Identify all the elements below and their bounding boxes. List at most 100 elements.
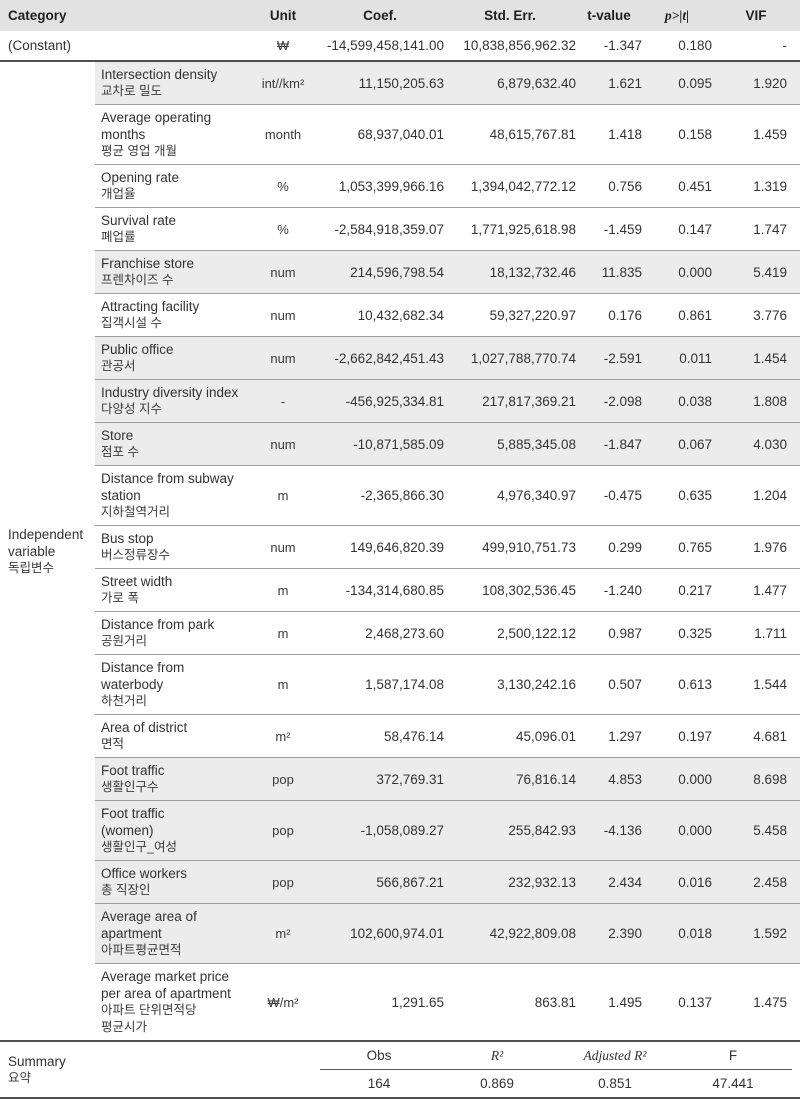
tvalue-cell: 0.299 [608,539,642,555]
summary-stat-value-f: 47.441 [712,1076,754,1091]
constant-row: (Constant) ₩ -14,599,458,141.00 10,838,8… [0,31,800,62]
coef-cell: 58,476.14 [383,728,444,744]
variable-name-ko: 관공서 [101,359,136,373]
stderr-cell: 232,932.13 [508,874,576,890]
unit-cell: num [270,264,296,280]
tvalue-cell: 1.418 [608,127,642,142]
coef-cell: 1,291.65 [391,994,444,1010]
variable-row: Average operating months 평균 영업 개월 month … [95,104,800,164]
summary-label-ko: 요약 [8,1070,32,1085]
variable-name-ko: 가로 폭 [101,591,139,605]
variable-row: Attracting facility 집객시설 수 num 10,432,68… [95,293,800,336]
coef-cell: 102,600,974.01 [350,926,444,941]
unit-cell: m [277,677,289,692]
tvalue-cell: 0.756 [608,178,642,194]
unit-cell: pop [272,874,294,890]
unit-cell: m² [275,926,291,941]
pvalue-cell: 0.011 [679,350,712,366]
variable-name-ko: 지하철역거리 [101,505,171,519]
vif-cell: 1.477 [753,582,787,598]
pvalue-cell: 0.613 [678,677,712,692]
tvalue-cell: 1.297 [608,728,642,744]
coef-cell: -456,925,334.81 [345,393,444,409]
summary-stats-value-row: 164 0.869 0.851 47.441 [320,1070,792,1097]
variable-name-ko: 생활인구수 [101,780,159,794]
variable-name-en: Bus stop [101,531,154,546]
tvalue-cell: -1.459 [603,221,642,237]
tvalue-cell: -2.591 [603,350,642,366]
variable-name-ko: 총 직장인 [101,883,151,897]
pvalue-cell: 0.861 [678,307,712,323]
stderr-cell: 3,130,242.16 [497,677,576,692]
tvalue-cell: 0.987 [608,625,642,641]
unit-cell: m² [275,728,291,744]
coef-cell: -2,662,842,451.43 [334,350,444,366]
variable-name-ko: 아파트 단위면적당 평균시가 [101,1003,197,1034]
pvalue-cell: 0.635 [678,488,712,503]
stderr-cell: 42,922,809.08 [489,926,576,941]
variable-name-cell: Opening rate 개업율 [95,169,250,203]
variable-row: Foot traffic 생활인구수 pop 372,769.31 76,816… [95,757,800,800]
stderr-cell: 6,879,632.40 [497,75,576,91]
variable-name-ko: 집객시설 수 [101,316,162,330]
variable-name-cell: Average operating months 평균 영업 개월 [95,109,250,160]
tvalue-cell: 1.621 [608,75,642,91]
variable-name-ko: 폐업률 [101,230,136,244]
variable-name-en: Office workers [101,866,188,881]
stderr-cell: 1,394,042,772.12 [470,178,576,194]
summary-stat-value-obs: 164 [367,1076,391,1091]
unit-cell: m [277,582,289,598]
tvalue-cell: 11.835 [601,264,642,280]
coef-cell: 214,596,798.54 [350,264,444,280]
summary-stats-header-row: Obs R² Adjusted R² F [320,1042,792,1070]
summary-label-en: Summary [8,1053,66,1069]
coef-cell: 68,937,040.01 [357,127,444,142]
variable-name-cell: Intersection density 교차로 밀도 [95,66,250,100]
coef-cell: 1,053,399,966.16 [338,178,444,194]
variable-row: Intersection density 교차로 밀도 int//km² 11,… [95,62,800,104]
variable-row: Opening rate 개업율 % 1,053,399,966.16 1,39… [95,164,800,207]
unit-cell: ₩/m² [267,994,299,1010]
tvalue-cell: -1.240 [603,582,642,598]
variable-name-en: Franchise store [101,256,195,271]
unit-cell: - [280,393,286,409]
header-cell-unit: Unit [269,8,297,23]
stderr-cell: 863.81 [534,994,576,1010]
variable-name-ko: 버스정류장수 [101,548,171,562]
variable-row: Distance from waterbody 하천거리 m 1,587,174… [95,654,800,714]
variable-name-cell: Office workers 총 직장인 [95,865,250,899]
variable-name-cell: Survival rate 폐업률 [95,212,250,246]
summary-stat-name-f: F [728,1048,738,1063]
coef-cell: -2,584,918,359.07 [334,221,444,237]
variable-row: Franchise store 프렌차이즈 수 num 214,596,798.… [95,250,800,293]
unit-cell: % [277,178,289,194]
unit-cell: pop [272,771,294,787]
variable-name-cell: Foot traffic (women) 생활인구_여성 [95,805,250,856]
variable-rows: Intersection density 교차로 밀도 int//km² 11,… [95,62,800,1040]
vif-cell: 5.458 [753,823,787,838]
pvalue-cell: 0.095 [678,75,712,91]
summary-stat-name-adj-r2: Adjusted R² [583,1047,647,1063]
unit-cell: num [270,350,296,366]
vif-cell: 1.976 [753,539,787,555]
variable-name-en: Survival rate [101,213,177,228]
variable-name-en: Average market price per area of apartme… [101,969,231,1001]
variable-row: Foot traffic (women) 생활인구_여성 pop -1,058,… [95,800,800,860]
coef-cell: 149,646,820.39 [350,539,444,555]
stderr-cell: 255,842.93 [508,823,576,838]
variable-row: Bus stop 버스정류장수 num 149,646,820.39 499,9… [95,525,800,568]
variable-name-en: Attracting facility [101,299,200,314]
vif-cell: 1.711 [754,625,787,641]
coef-cell: -2,365,866.30 [360,488,444,503]
pvalue-cell: 0.137 [678,994,712,1010]
pvalue-cell: 0.000 [678,823,712,838]
vif-cell: 1.592 [753,926,787,941]
header-cell-tvalue: t-value [587,8,631,23]
variable-name-ko: 다양성 지수 [101,402,162,416]
vif-cell: 8.698 [753,771,787,787]
tvalue-cell: 2.390 [608,926,642,941]
summary-label: Summary 요약 [8,1053,66,1087]
tvalue-cell: 1.495 [608,994,642,1010]
stderr-cell: 48,615,767.81 [489,127,576,142]
